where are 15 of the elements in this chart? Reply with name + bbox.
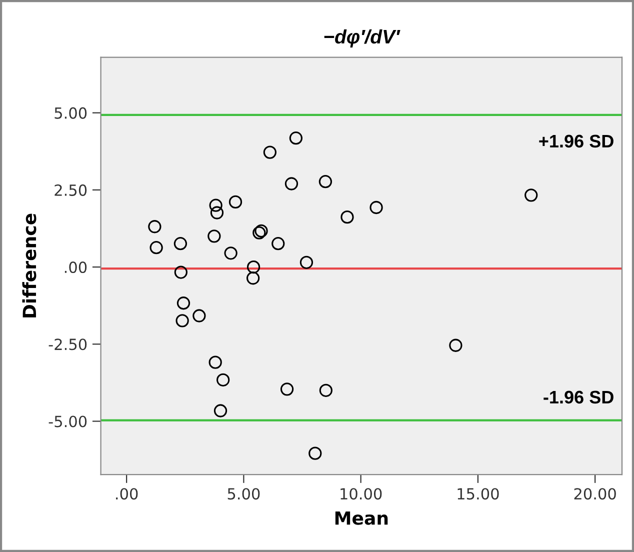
y-axis-title: Difference [22,214,36,318]
ref-line-label: -1.96 SD [544,390,614,404]
y-tick-label: 2.50 [54,184,87,196]
y-tick-label: 5.00 [54,107,87,119]
x-tick-label: 20.00 [574,488,616,500]
y-tick-label: -5.00 [48,416,87,428]
x-tick-label: 5.00 [228,488,260,500]
chart-title: −dφ′/dV′ [324,29,400,48]
x-tick-label: .00 [116,488,138,500]
y-tick-label: .00 [64,261,87,274]
x-tick-label: 10.00 [340,488,382,500]
ref-line-label: +1.96 SD [539,134,614,148]
y-tick-label: -2.50 [48,338,87,350]
x-tick-label: 15.00 [458,488,499,500]
x-axis-title: Mean [335,511,388,525]
